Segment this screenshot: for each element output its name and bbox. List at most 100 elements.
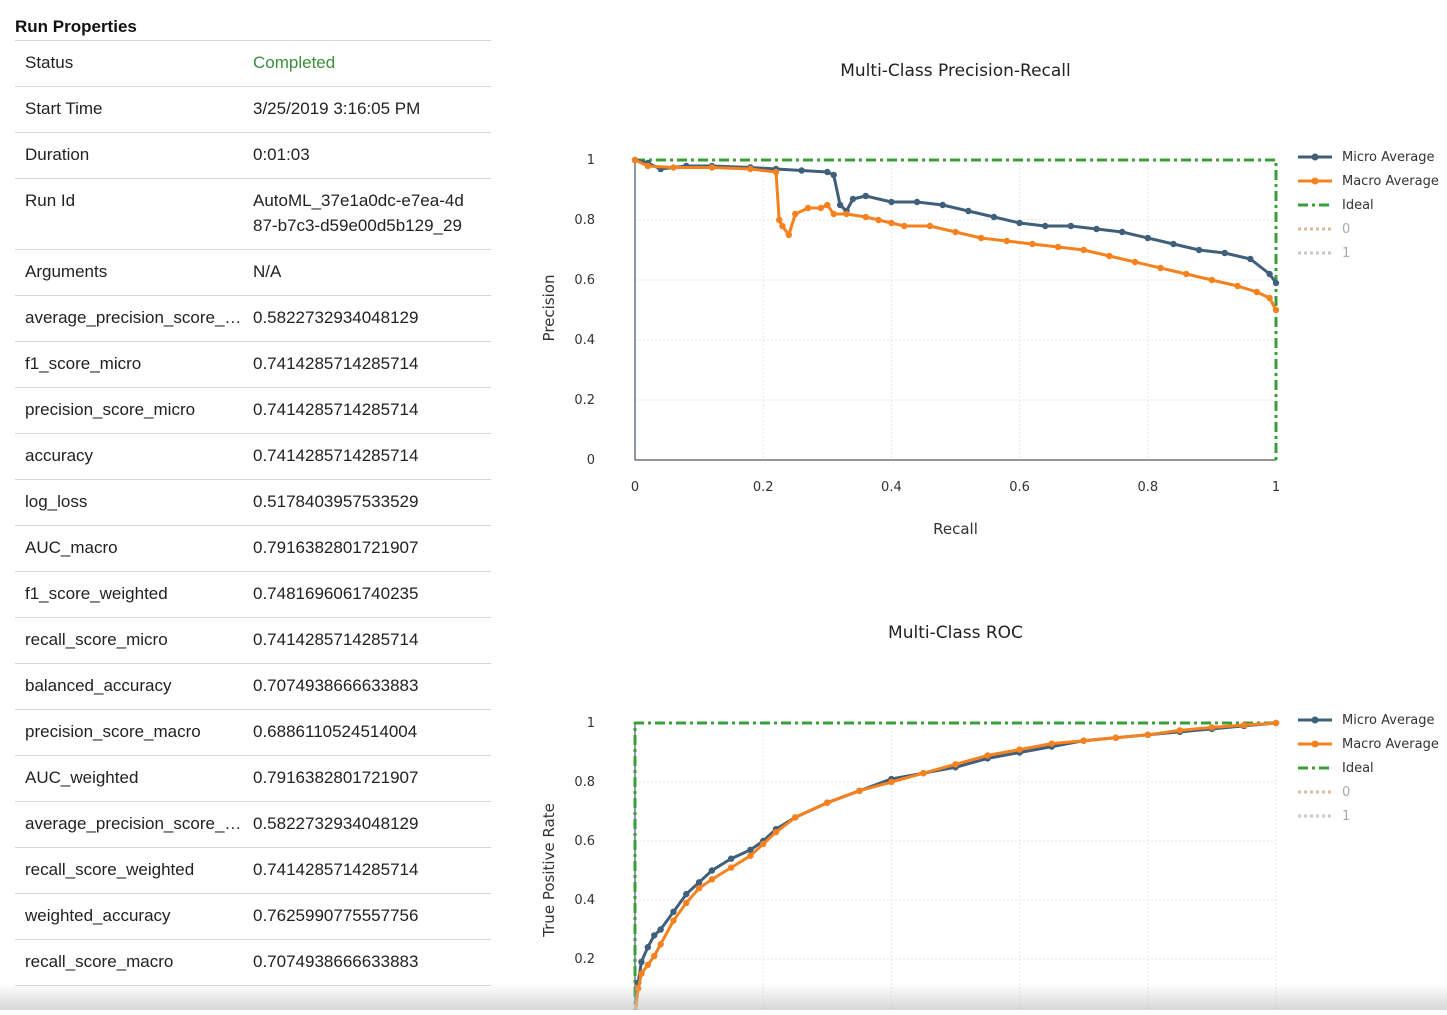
property-key: average_precision_score_macro xyxy=(25,814,253,833)
y-tick-label: 0.6 xyxy=(574,273,595,288)
chart-title: Multi-Class ROC xyxy=(888,623,1023,643)
data-point-macro-average xyxy=(1106,252,1113,260)
property-row: f1_score_weighted 0.7481696061740235 xyxy=(15,572,491,618)
legend-marker xyxy=(1311,716,1319,724)
data-point-macro-average xyxy=(804,204,812,212)
property-value: 0.7481696061740235 xyxy=(253,584,419,603)
y-tick-label: 0.8 xyxy=(574,213,595,228)
property-key: precision_score_macro xyxy=(25,722,201,741)
plot-area xyxy=(631,156,1280,460)
property-key: Arguments xyxy=(25,262,108,281)
property-value: 0.5822732934048129 xyxy=(253,308,419,327)
property-key: Start Time xyxy=(25,99,103,118)
property-row: Status Completed xyxy=(15,41,491,87)
data-point-micro-average xyxy=(939,201,946,209)
data-point-macro-average xyxy=(1266,294,1273,302)
data-point-micro-average xyxy=(1067,222,1075,230)
data-point-macro-average xyxy=(926,222,934,230)
x-tick-label: 0.4 xyxy=(881,480,902,495)
y-tick-label: 1 xyxy=(587,153,595,168)
property-row: balanced_accuracy 0.7074938666633883 xyxy=(15,664,491,710)
property-key: AUC_weighted xyxy=(25,768,139,787)
data-point-macro-average xyxy=(792,814,799,821)
data-point-micro-average xyxy=(1266,270,1273,278)
legend-label: Micro Average xyxy=(1342,713,1435,728)
data-point-macro-average xyxy=(1080,737,1087,744)
legend-marker xyxy=(1311,153,1319,161)
y-tick-label: 0 xyxy=(587,453,595,468)
x-tick-label: 0.8 xyxy=(1137,480,1158,495)
property-key: recall_score_micro xyxy=(25,630,168,649)
property-value: 0.7074938666633883 xyxy=(253,676,419,695)
property-value: 0.7074938666633883 xyxy=(253,952,419,971)
legend-label: Micro Average xyxy=(1342,150,1435,165)
legend-label: Macro Average xyxy=(1342,737,1439,752)
data-point-macro-average xyxy=(977,234,985,242)
x-tick-label: 1 xyxy=(1272,480,1280,495)
data-point-micro-average xyxy=(1042,222,1049,230)
property-row: log_loss 0.5178403957533529 xyxy=(15,480,491,526)
property-row: recall_score_macro 0.7074938666633883 xyxy=(15,940,491,986)
property-value: 0.7414285714285714 xyxy=(253,354,419,373)
data-point-macro-average xyxy=(657,941,664,948)
data-point-macro-average xyxy=(1272,719,1280,727)
property-row: recall_score_weighted 0.7414285714285714 xyxy=(15,848,491,894)
property-row: f1_score_micro 0.7414285714285714 xyxy=(15,342,491,388)
data-point-micro-average xyxy=(695,879,703,886)
property-value: N/A xyxy=(253,262,282,281)
data-point-micro-average xyxy=(1272,279,1280,287)
data-point-micro-average xyxy=(836,201,844,209)
property-value: 0.7625990775557756 xyxy=(253,906,419,925)
status-value: Completed xyxy=(253,53,336,72)
data-point-micro-average xyxy=(708,867,716,874)
data-point-macro-average xyxy=(683,899,690,907)
y-tick-label: 0.8 xyxy=(574,775,595,790)
property-key: Run Id xyxy=(25,191,76,210)
x-tick-label: 0.2 xyxy=(753,480,774,495)
property-key: f1_score_weighted xyxy=(25,584,168,603)
y-tick-label: 0.2 xyxy=(574,393,595,408)
property-value: 0.7414285714285714 xyxy=(253,400,419,419)
property-key: Duration xyxy=(25,145,90,164)
precision-recall-chart: Multi-Class Precision-Recall 0 0.2 0.4 0.6 0.… xyxy=(528,40,1447,565)
property-row: Arguments N/A xyxy=(15,250,491,296)
data-point-macro-average xyxy=(862,213,869,221)
property-key: weighted_accuracy xyxy=(25,906,171,925)
data-point-macro-average xyxy=(747,165,754,173)
property-key: AUC_macro xyxy=(25,538,118,557)
property-key: balanced_accuracy xyxy=(25,676,172,695)
data-point-macro-average xyxy=(708,164,716,171)
data-point-macro-average xyxy=(631,156,639,164)
series-line-micro-average xyxy=(634,158,1278,284)
data-point-micro-average xyxy=(1093,225,1100,233)
data-point-macro-average xyxy=(670,164,677,171)
data-point-macro-average xyxy=(1016,746,1023,753)
y-tick-label: 0.4 xyxy=(574,333,595,348)
data-point-micro-average xyxy=(747,846,754,854)
property-key: f1_score_micro xyxy=(25,354,142,373)
property-row: recall_score_micro 0.7414285714285714 xyxy=(15,618,491,664)
data-point-macro-average xyxy=(901,222,908,230)
data-point-macro-average xyxy=(727,864,735,871)
precision-recall-svg: Multi-Class Precision-Recall 0 0.2 0.4 0.6 0.… xyxy=(540,61,1439,538)
property-key: recall_score_macro xyxy=(25,952,174,971)
data-point-macro-average xyxy=(1048,740,1055,747)
property-value: AutoML_37e1a0dc-e7ea-4d87-b7c3-d59e00d5b… xyxy=(253,191,464,235)
data-point-macro-average xyxy=(984,752,991,759)
data-point-macro-average xyxy=(776,216,783,224)
data-point-macro-average xyxy=(1003,237,1010,245)
data-point-macro-average xyxy=(856,787,863,795)
data-point-micro-average xyxy=(798,167,805,174)
data-point-micro-average xyxy=(849,195,857,203)
x-axis-label: Recall xyxy=(933,520,978,538)
data-point-macro-average xyxy=(708,876,716,883)
data-point-macro-average xyxy=(635,985,642,992)
data-point-micro-average xyxy=(990,213,998,221)
property-key: precision_score_micro xyxy=(25,400,196,419)
run-properties-title: Run Properties xyxy=(15,14,491,41)
data-point-micro-average xyxy=(670,908,677,915)
data-point-macro-average xyxy=(785,231,793,239)
chart-title: Multi-Class Precision-Recall xyxy=(840,61,1071,81)
data-point-macro-average xyxy=(920,769,927,777)
data-point-macro-average xyxy=(638,970,645,977)
